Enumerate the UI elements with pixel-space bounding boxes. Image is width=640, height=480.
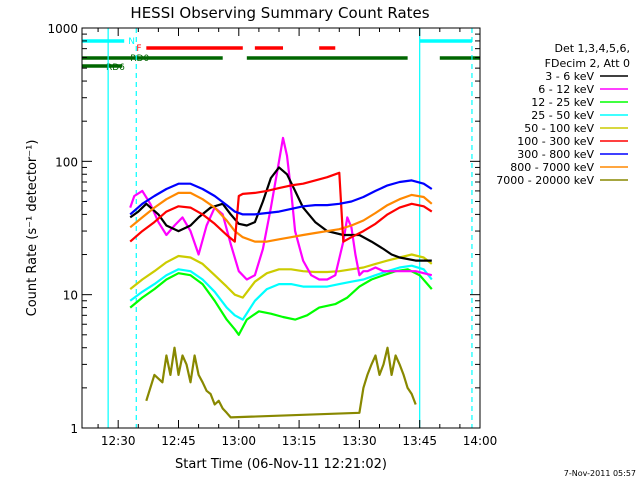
legend-label-6: 300 - 800 keV	[517, 148, 594, 161]
flag-label-f: F	[136, 44, 141, 54]
series-line-4	[129, 253, 433, 299]
x-axis-label: Start Time (06-Nov-11 12:21:02)	[175, 457, 387, 472]
legend: Det 1,3,4,5,6, FDecim 2, Att 0 3 - 6 keV…	[496, 42, 630, 187]
legend-label-5: 100 - 300 keV	[517, 135, 594, 148]
legend-label-3: 25 - 50 keV	[531, 109, 594, 122]
x-tick-label-2: 13:00	[221, 434, 256, 448]
x-tick-label-4: 13:30	[342, 434, 377, 448]
legend-label-7: 800 - 7000 keV	[510, 161, 594, 174]
legend-label-1: 6 - 12 keV	[538, 83, 594, 96]
plot-frame	[81, 27, 481, 429]
legend-label-8: 7000 - 20000 keV	[496, 174, 594, 187]
legend-label-0: 3 - 6 keV	[545, 70, 594, 83]
y-axis: 1 10 100 1000	[47, 22, 480, 436]
series-line-8	[145, 346, 417, 419]
footer-timestamp: 7-Nov-2011 05:57	[564, 469, 636, 478]
x-tick-label-5: 13:45	[402, 434, 437, 448]
x-tick-label-1: 12:45	[161, 434, 196, 448]
x-tick-label-3: 13:15	[282, 434, 317, 448]
legend-label-2: 12 - 25 keV	[531, 96, 594, 109]
y-tick-label-1: 10	[63, 289, 78, 303]
y-tick-label-2: 100	[55, 155, 78, 169]
x-tick-label-6: 14:00	[463, 434, 498, 448]
x-axis: 12:30 12:45 13:00 13:15 13:30 13:45 14:00	[97, 28, 498, 448]
series-line-7	[129, 191, 433, 243]
x-tick-label-0: 12:30	[101, 434, 136, 448]
series-layer	[129, 136, 433, 419]
flag-label-rd6: RD6	[106, 63, 125, 73]
y-axis-label: Count Rate (s⁻¹ detector⁻¹)	[25, 140, 40, 317]
series-line-1	[129, 136, 433, 281]
y-tick-label-0: 1	[70, 422, 78, 436]
series-line-5	[129, 171, 433, 243]
legend-label-4: 50 - 100 keV	[524, 122, 594, 135]
series-line-3	[129, 264, 433, 321]
y-tick-label-3: 1000	[47, 22, 78, 36]
series-line-6	[129, 179, 433, 216]
series-line-0	[129, 166, 432, 262]
chart-title: HESSI Observing Summary Count Rates	[130, 4, 429, 22]
legend-header-1: Det 1,3,4,5,6,	[554, 42, 630, 55]
markers-layer	[107, 28, 473, 428]
flag-label-n: N	[128, 37, 135, 47]
series-line-2	[129, 268, 433, 336]
legend-header-2: FDecim 2, Att 0	[545, 57, 630, 70]
flag-label-rd0: RD0	[130, 54, 149, 64]
